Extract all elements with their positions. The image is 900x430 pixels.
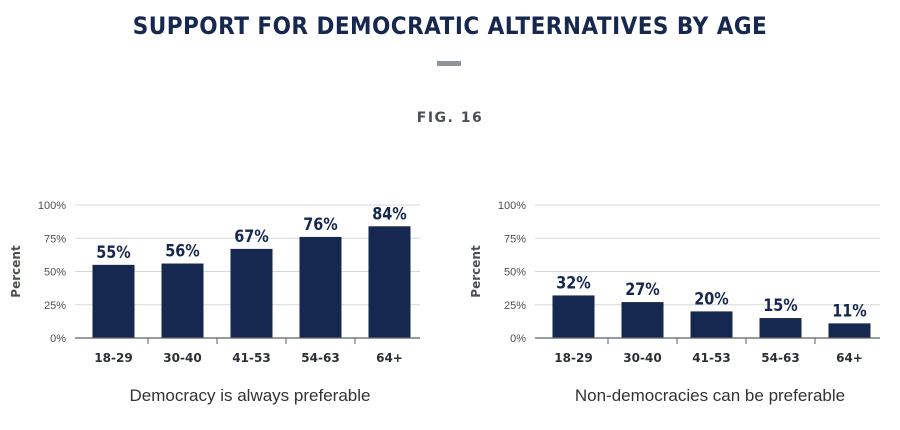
figure-label: FIG. 16 [416, 110, 484, 126]
y-tick-label: 100% [38, 200, 66, 212]
bar-64+ [368, 226, 411, 338]
x-tick-label: 30-40 [163, 351, 201, 365]
x-tick-label: 64+ [836, 351, 863, 365]
bar-30-40 [621, 302, 664, 338]
chart-caption-right: Non-democracies can be preferable [574, 386, 846, 405]
bar-18-29 [92, 264, 135, 338]
bar-54-63 [759, 318, 802, 338]
x-tick-label: 64+ [376, 351, 403, 365]
bar-30-40 [161, 263, 204, 338]
bar-chart-democracy-preferable: 0% 25% 50% 75% 100% Percent 55% 18-29 56% 30-40 67… [9, 200, 420, 365]
x-tick-label: 18-29 [94, 351, 132, 365]
data-label: 56% [165, 240, 200, 260]
bar-54-63 [299, 236, 342, 338]
x-tick-label: 18-29 [554, 351, 592, 365]
chart-caption-left: Democracy is always preferable [129, 386, 371, 405]
y-tick-label: 25% [44, 300, 66, 312]
bar-41-53 [230, 248, 273, 338]
data-label: 20% [694, 288, 729, 308]
data-label: 32% [556, 272, 591, 292]
x-tick-label: 54-63 [761, 351, 799, 365]
y-axis-label: Percent [469, 245, 483, 298]
x-tick-label: 30-40 [623, 351, 661, 365]
data-label: 11% [832, 300, 867, 320]
y-tick-label: 75% [44, 233, 66, 245]
data-label: 27% [625, 279, 660, 299]
bar-41-53 [690, 311, 733, 338]
y-tick-label: 25% [504, 300, 526, 312]
y-axis-label: Percent [9, 245, 23, 298]
y-tick-label: 75% [504, 233, 526, 245]
x-tick-label: 41-53 [692, 351, 730, 365]
x-tick-label: 41-53 [232, 351, 270, 365]
data-label: 67% [234, 226, 269, 246]
y-tick-label: 0% [50, 333, 66, 345]
y-tick-label: 0% [510, 333, 526, 345]
y-tick-label: 100% [498, 200, 526, 212]
page-title: SUPPORT FOR DEMOCRATIC ALTERNATIVES BY A… [132, 12, 768, 40]
x-tick-label: 54-63 [301, 351, 339, 365]
bar-chart-non-democracies-preferable: 0% 25% 50% 75% 100% Percent 32% 18-29 27% 30-40 20… [469, 200, 880, 365]
data-label: 84% [372, 203, 407, 223]
y-tick-label: 50% [504, 267, 526, 279]
bar-18-29 [552, 295, 595, 338]
bar-64+ [828, 323, 871, 338]
title-divider [437, 61, 461, 66]
data-label: 76% [303, 214, 338, 234]
y-tick-label: 50% [44, 267, 66, 279]
data-label: 15% [763, 295, 798, 315]
data-label: 55% [96, 242, 131, 262]
